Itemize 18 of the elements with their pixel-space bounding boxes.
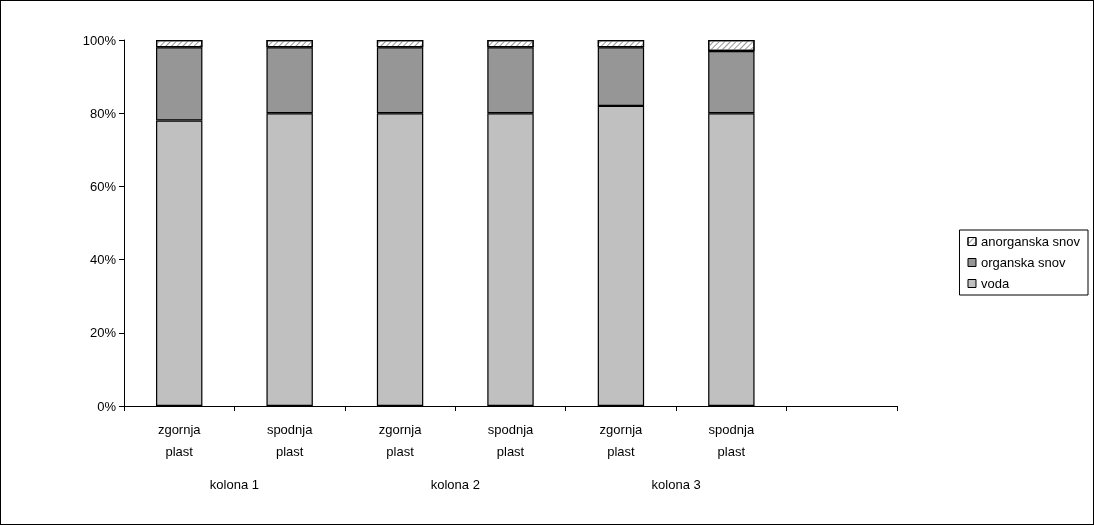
- x-tick-label: spodnja plast: [487, 421, 535, 459]
- legend-label: anorganska snov: [980, 234, 1081, 249]
- text: kolona 3: [651, 476, 701, 492]
- text: kolona 1: [209, 476, 260, 492]
- x-tick-label: zgornja plast: [157, 421, 202, 459]
- text: kolona 2: [430, 476, 480, 492]
- x-tick-label: zgornja plast: [378, 421, 423, 459]
- y-tick-label: 60%: [89, 178, 117, 194]
- y-tick-label: 0%: [97, 398, 117, 414]
- legend-label: organska snov: [980, 255, 1067, 270]
- y-tick-label: 100%: [82, 32, 117, 48]
- x-tick-label: spodnja plast: [708, 421, 755, 459]
- legend-label: voda: [980, 276, 1010, 291]
- y-tick-label: 80%: [89, 105, 117, 121]
- x-tick-label: zgornja plast: [599, 421, 644, 459]
- x-tick-label: spodnja plast: [266, 421, 314, 459]
- y-tick-label: 20%: [89, 325, 117, 341]
- y-tick-label: 40%: [89, 252, 117, 268]
